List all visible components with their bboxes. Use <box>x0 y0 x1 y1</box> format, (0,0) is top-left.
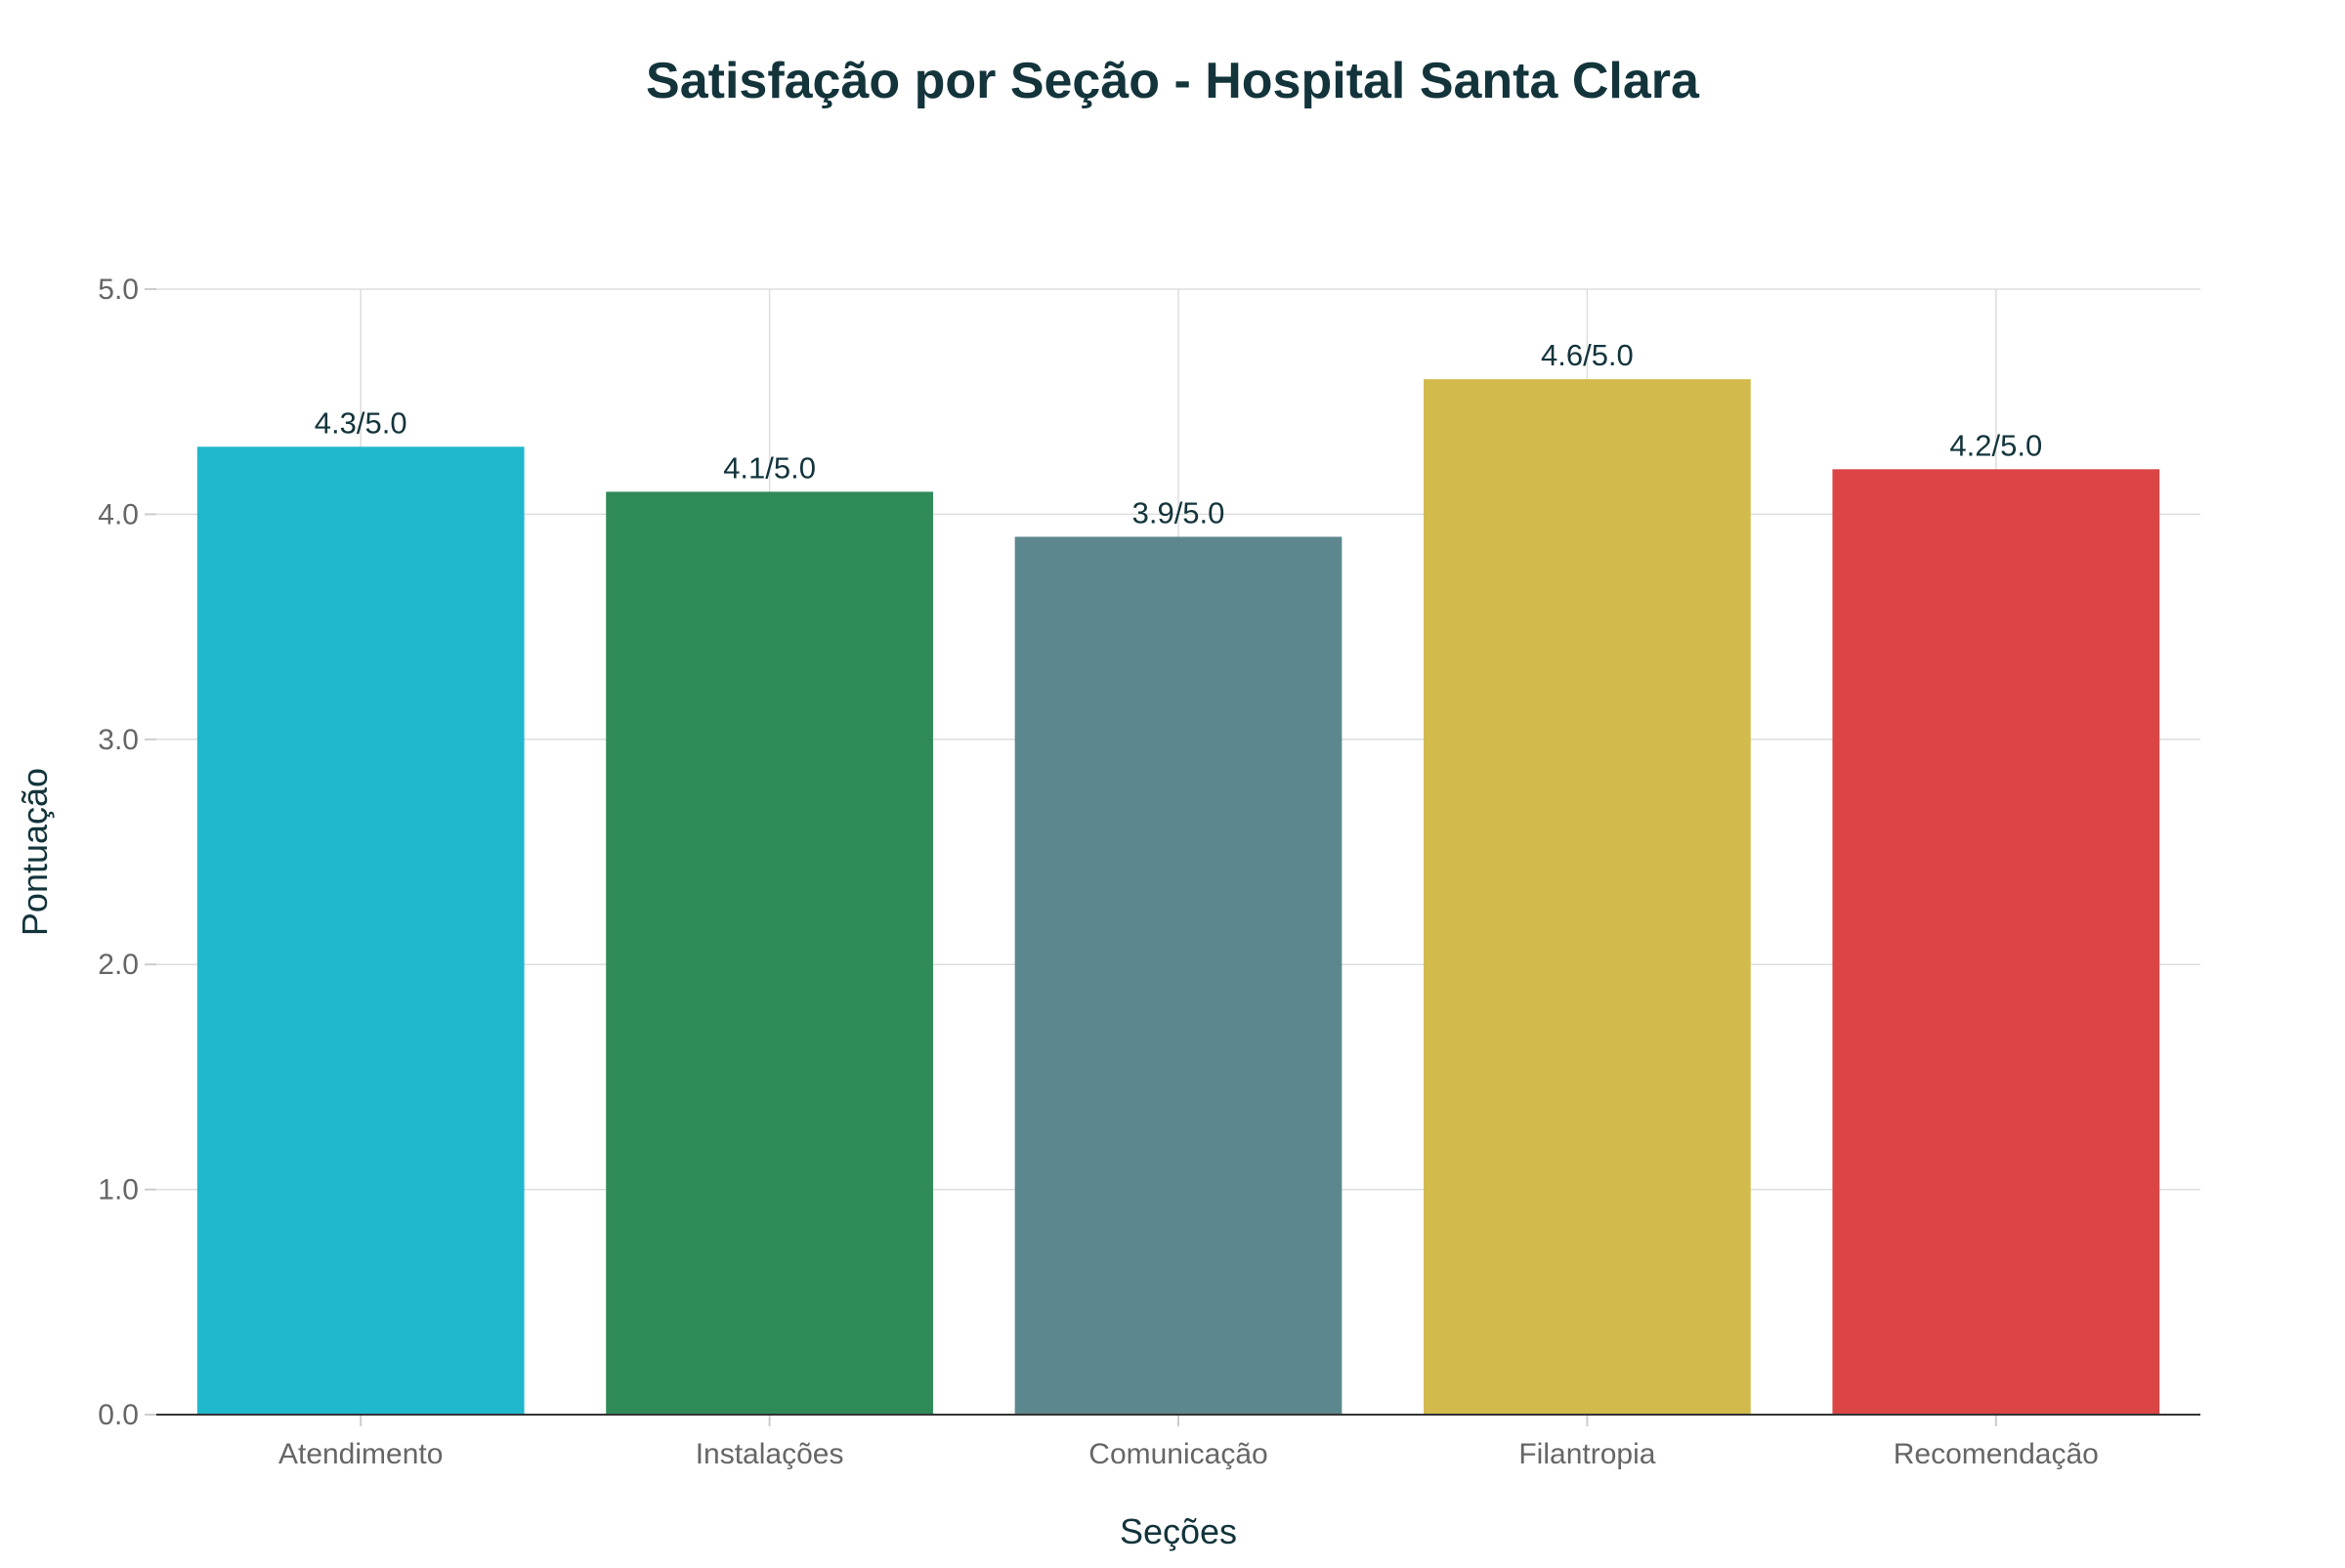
axes: 0.0 1.0 2.0 3.0 4.0 5.0 Atendimento Instalações… <box>98 274 2200 1470</box>
bar-filantropia[interactable] <box>1424 379 1751 1415</box>
x-tick-label: Filantropia <box>1518 1438 1655 1470</box>
bar-comunicação[interactable] <box>1014 536 1343 1415</box>
x-tick-label: Instalações <box>696 1438 844 1470</box>
bar-recomendação[interactable] <box>1832 469 2160 1415</box>
x-tick-label: Recomendação <box>1894 1438 2099 1470</box>
y-tick-label: 4.0 <box>98 498 139 530</box>
x-tick-label: Atendimento <box>278 1438 443 1470</box>
y-axis-title: Pontuação <box>15 768 55 936</box>
data-label: 3.9/5.0 <box>1132 495 1225 530</box>
chart-title: Satisfação por Seção - Hospital Santa Cl… <box>646 53 1700 109</box>
y-tick-label: 1.0 <box>98 1174 139 1207</box>
data-labels: 4.3/5.0 4.1/5.0 3.9/5.0 4.6/5.0 4.2/5.0 <box>315 338 2042 530</box>
x-axis-title: Seções <box>1120 1511 1237 1551</box>
y-tick-label: 2.0 <box>98 949 139 981</box>
data-label: 4.2/5.0 <box>1949 428 2042 462</box>
y-tick-label: 0.0 <box>98 1399 139 1431</box>
bar-atendimento[interactable] <box>196 446 525 1415</box>
y-tick-label: 3.0 <box>98 724 139 756</box>
y-tick-label: 5.0 <box>98 274 139 306</box>
data-label: 4.6/5.0 <box>1541 338 1634 372</box>
bars <box>196 379 2160 1415</box>
bar-instalações[interactable] <box>606 491 933 1415</box>
data-label: 4.1/5.0 <box>723 450 816 485</box>
data-label: 4.3/5.0 <box>315 405 407 440</box>
x-tick-label: Comunicação <box>1088 1438 1267 1470</box>
